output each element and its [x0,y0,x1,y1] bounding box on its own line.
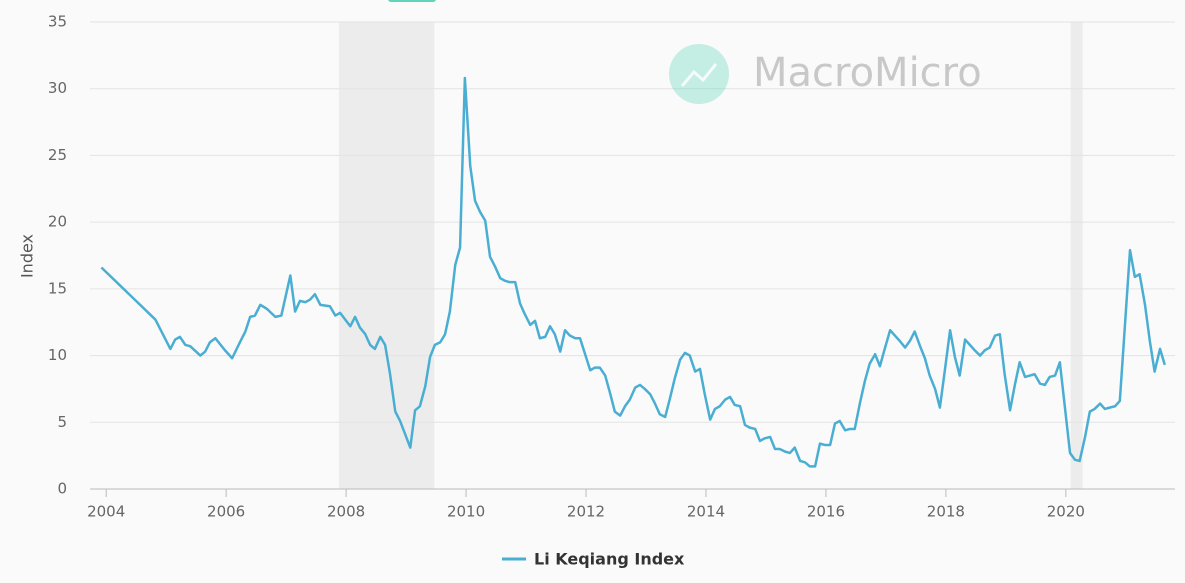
x-tick-label: 2006 [207,503,245,521]
y-tick-label: 0 [57,480,67,498]
watermark-logo-icon [680,63,718,87]
y-tick-label: 35 [48,13,67,31]
plot-area: 0 5 10 15 20 25 30 35 2004 2006 2008 2010 2012 2014 20… [48,13,1175,521]
x-tick-label: 2012 [567,503,605,521]
top-tab [388,0,436,2]
y-tick-label: 15 [48,279,67,297]
watermark-logo [669,44,729,104]
x-tick-label: 2008 [327,503,365,521]
y-tick-label: 30 [48,79,67,97]
x-tick-label: 2004 [87,503,125,521]
shaded-period [1070,22,1083,489]
x-tick-label: 2020 [1047,503,1085,521]
x-tick-label: 2016 [807,503,845,521]
y-tick-label: 10 [48,346,67,364]
watermark: MacroMicro [753,50,982,96]
y-axis-label: Index [18,234,37,278]
x-tick-label: 2018 [927,503,965,521]
legend: Li Keqiang Index [502,550,685,569]
x-tick-label: 2014 [687,503,725,521]
y-tick-label: 25 [48,146,67,164]
shaded-period [338,22,435,489]
y-tick-label: 20 [48,213,67,231]
data-line [100,76,1166,468]
y-tick-label: 5 [57,413,67,431]
legend-label: Li Keqiang Index [534,550,685,569]
x-tick-label: 2010 [447,503,485,521]
